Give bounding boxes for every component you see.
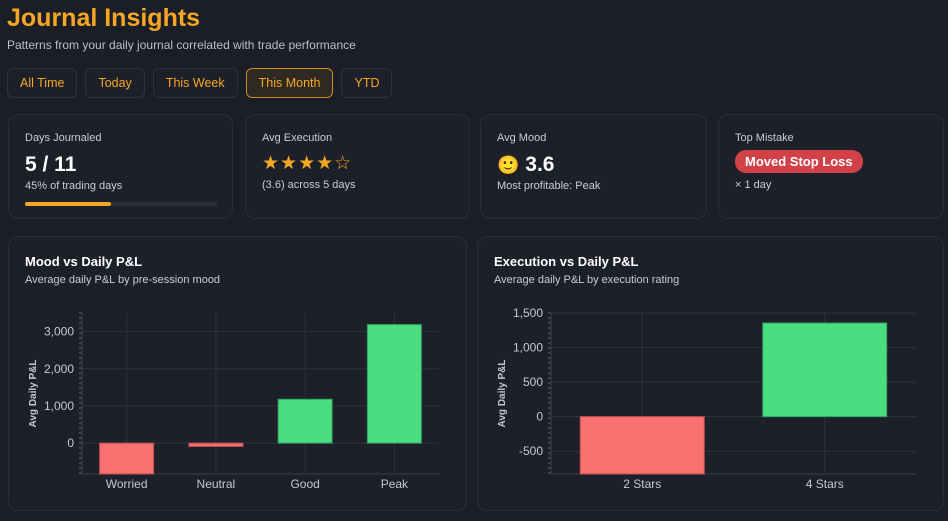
y-tick-label: 1,000 <box>44 399 74 413</box>
y-tick-label: 0 <box>536 410 543 424</box>
mood-pnl-chart: 0 1,000 2,000 3,000 Worried Neutral Good Peak Av… <box>28 312 439 491</box>
y-tick-label: 1,500 <box>513 306 543 320</box>
x-tick-label: Worried <box>106 477 148 491</box>
card-label: Avg Mood <box>497 132 547 144</box>
y-tick-label: 2,000 <box>44 362 74 376</box>
y-tick-label: 0 <box>67 436 74 450</box>
mood-value: 3.6 <box>525 153 555 176</box>
tab-this-week[interactable]: This Week <box>152 68 238 98</box>
period-tabs: All Time Today This Week This Month YTD <box>7 68 393 98</box>
x-tick-label: Good <box>290 477 319 491</box>
y-tick-label: 3,000 <box>44 325 74 339</box>
x-tick-label: 2 Stars <box>623 477 661 491</box>
x-tick-label: 4 Stars <box>806 477 844 491</box>
y-tick-label: -500 <box>519 444 543 458</box>
bar-2-stars <box>579 416 705 475</box>
progress-bar <box>25 202 217 206</box>
avg-mood-card: Avg Mood 🙂 3.6 Most profitable: Peak <box>480 114 707 219</box>
days-value: 5 / 11 <box>25 153 77 176</box>
x-tick-label: Peak <box>381 477 409 491</box>
bar-neutral <box>188 442 244 447</box>
page-subtitle: Patterns from your daily journal correla… <box>7 38 356 52</box>
y-tick-label: 500 <box>523 375 543 389</box>
avg-execution-card: Avg Execution ★★★★☆ (3.6) across 5 days <box>245 114 470 219</box>
chart-title: Execution vs Daily P&L <box>494 254 639 269</box>
star-rating-icon: ★★★★☆ <box>262 153 353 174</box>
y-axis-label: Avg Daily P&L <box>28 360 39 428</box>
bar-good <box>277 398 333 444</box>
y-axis-label: Avg Daily P&L <box>497 360 508 428</box>
card-label: Top Mistake <box>735 132 794 144</box>
tab-all-time[interactable]: All Time <box>7 68 78 98</box>
tab-today[interactable]: Today <box>85 68 145 98</box>
days-journaled-card: Days Journaled 5 / 11 45% of trading day… <box>8 114 233 219</box>
mistake-badge: Moved Stop Loss <box>735 150 863 173</box>
bar-worried <box>99 442 155 475</box>
x-tick-label: Neutral <box>197 477 236 491</box>
bar-4-stars <box>762 322 888 418</box>
tab-ytd[interactable]: YTD <box>341 68 393 98</box>
execution-chart-card: Execution vs Daily P&L Average daily P&L… <box>477 236 944 511</box>
execution-pnl-chart: -500 0 500 1,000 1,500 2 Stars 4 Stars Avg Dail… <box>497 306 916 491</box>
tab-this-month[interactable]: This Month <box>245 68 334 98</box>
chart-title: Mood vs Daily P&L <box>25 254 143 269</box>
progress-fill <box>25 202 112 206</box>
mood-row: 🙂 3.6 <box>497 153 554 177</box>
page-title: Journal Insights <box>7 4 201 32</box>
top-mistake-card: Top Mistake Moved Stop Loss × 1 day <box>718 114 944 219</box>
y-tick-label: 1,000 <box>513 341 543 355</box>
smiley-icon: 🙂 <box>497 155 520 175</box>
chart-subtitle: Average daily P&L by pre-session mood <box>25 274 221 286</box>
card-label: Days Journaled <box>25 132 102 144</box>
mood-sub: Most profitable: Peak <box>497 180 601 192</box>
execution-sub: (3.6) across 5 days <box>262 179 356 191</box>
mistake-sub: × 1 day <box>735 179 772 191</box>
bar-peak <box>366 324 422 444</box>
days-sub: 45% of trading days <box>25 180 123 192</box>
card-label: Avg Execution <box>262 132 333 144</box>
mood-chart-card: Mood vs Daily P&L Average daily P&L by p… <box>8 236 467 511</box>
chart-subtitle: Average daily P&L by execution rating <box>494 274 680 286</box>
